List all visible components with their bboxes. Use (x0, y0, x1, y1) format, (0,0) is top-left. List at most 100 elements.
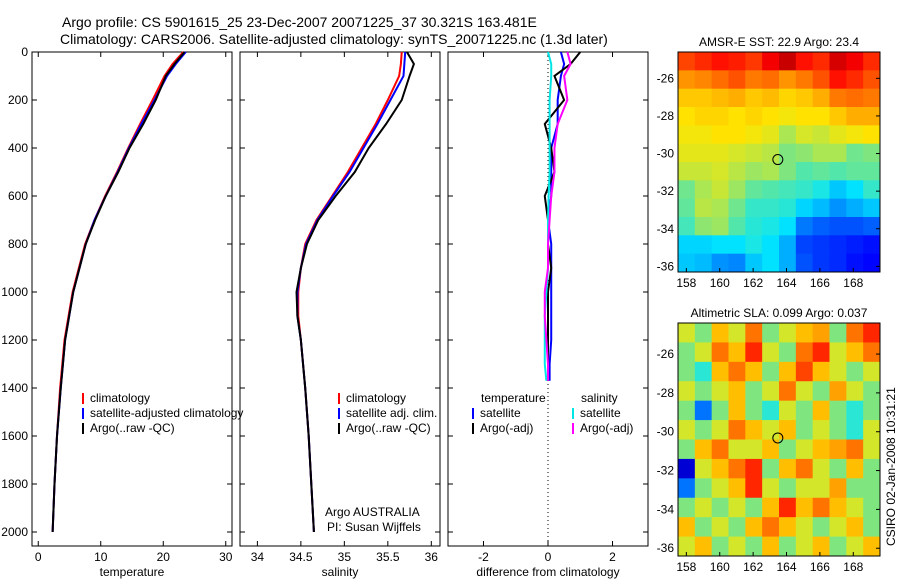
heatmap-cell (728, 180, 746, 200)
legend-heading-temperature: temperature (481, 391, 546, 405)
heatmap-cell (745, 517, 763, 538)
heatmap-cell (694, 198, 713, 218)
heatmap-cell (812, 217, 830, 236)
heatmap-cell (795, 536, 814, 557)
heatmap-cell (779, 180, 797, 200)
heatmap-cell (846, 439, 864, 460)
heatmap-cell (678, 143, 696, 163)
heatmap-cell (711, 235, 729, 255)
heatmap-cell (694, 125, 713, 145)
heatmap-cell (762, 361, 780, 382)
x-axis-label: temperature (100, 565, 165, 579)
figure-title-line1: Argo profile: CS 5901615_25 23-Dec-2007 … (62, 14, 537, 30)
heatmap-cell (711, 70, 729, 90)
heatmap-cell (846, 125, 864, 145)
heatmap-cell (863, 478, 881, 499)
heatmap-cell (678, 88, 696, 108)
heatmap-cell (745, 143, 763, 163)
heatmap-cell (762, 180, 780, 200)
y-tick-label: 1200 (1, 333, 28, 347)
heatmap-cell (728, 162, 746, 181)
y-tick-label: -36 (657, 259, 675, 273)
x-axis-label: salinity (322, 565, 359, 579)
heatmap-cell (863, 439, 881, 460)
heatmap-cell (728, 361, 746, 382)
heatmap-cell (795, 420, 814, 440)
legend-label: satellite (580, 406, 621, 420)
x-tick-label: 160 (710, 560, 730, 574)
profile-location-marker (772, 154, 784, 166)
heatmap-cell (812, 88, 830, 108)
heatmap-cell (711, 536, 729, 557)
heatmap-cell (829, 52, 847, 71)
x-tick-label: 30 (219, 550, 233, 564)
heatmap-cell (846, 361, 864, 382)
y-tick-label: 1000 (1, 285, 28, 299)
heatmap-cell (812, 517, 830, 538)
heatmap-cell (795, 162, 814, 181)
legend-label: Argo(..raw -QC) (346, 421, 431, 435)
x-tick-label: 158 (676, 276, 696, 290)
heatmap-cell (779, 162, 797, 181)
heatmap-cell (829, 107, 847, 126)
heatmap-cell (694, 253, 713, 273)
heatmap-cell (812, 381, 830, 402)
heatmap-cell (762, 88, 780, 108)
x-axis-label: difference from climatology (476, 565, 619, 579)
heatmap-cell (762, 235, 780, 255)
heatmap-cell (779, 52, 797, 71)
heatmap-cell (745, 381, 763, 402)
y-tick-label: 0 (21, 45, 28, 59)
heatmap-cell (829, 439, 847, 460)
heatmap-cell (829, 143, 847, 163)
heatmap-cell (711, 381, 729, 402)
heatmap-cell (745, 52, 763, 71)
heatmap-cell (711, 400, 729, 421)
heatmap-cell (728, 235, 746, 255)
heatmap-cell (846, 107, 864, 126)
heatmap-cell (829, 420, 847, 440)
heatmap-cell (846, 162, 864, 181)
x-tick-label: 162 (743, 560, 763, 574)
heatmap-cell (812, 253, 830, 273)
heatmap-cell (728, 536, 746, 557)
heatmap-cell (795, 439, 814, 460)
heatmap-cell (728, 217, 746, 236)
heatmap-cell (762, 439, 780, 460)
y-tick-label: -34 (657, 222, 675, 236)
heatmap-cell (812, 400, 830, 421)
heatmap-cell (829, 381, 847, 402)
x-tick-label: 35 (338, 550, 352, 564)
y-tick-label: -28 (657, 386, 675, 400)
heatmap-cell (779, 400, 797, 421)
x-tick-label: 168 (843, 560, 863, 574)
y-tick-label: 1800 (1, 477, 28, 491)
heatmap-cell (846, 342, 864, 363)
legend-label: satellite-adjusted climatology (90, 406, 243, 420)
legend-label: climatology (346, 391, 406, 405)
heatmap-cell (678, 217, 696, 236)
heatmap-cell (678, 198, 696, 218)
heatmap-cell (762, 253, 780, 273)
heatmap-cell (711, 125, 729, 145)
heatmap-cell (728, 497, 746, 518)
y-tick-label: -26 (657, 347, 675, 361)
legend-label: satellite (480, 406, 521, 420)
heatmap-cell (762, 497, 780, 518)
heatmap-cell (829, 478, 847, 499)
heatmap-cell (863, 253, 881, 273)
series-line-salinity-argo-adj- (543, 51, 572, 381)
heatmap-cell (779, 107, 797, 126)
heatmap-cell (678, 107, 696, 126)
heatmap-cell (745, 323, 763, 343)
heatmap-cell (829, 180, 847, 200)
heatmap-cell (779, 478, 797, 499)
heatmap-cell (829, 458, 847, 479)
heatmap-cell (711, 420, 729, 440)
heatmap-cell (728, 323, 746, 343)
heatmap-cell (694, 143, 713, 163)
heatmap-cell (678, 162, 696, 181)
heatmap-cell (829, 361, 847, 382)
profile-location-marker (772, 432, 784, 444)
